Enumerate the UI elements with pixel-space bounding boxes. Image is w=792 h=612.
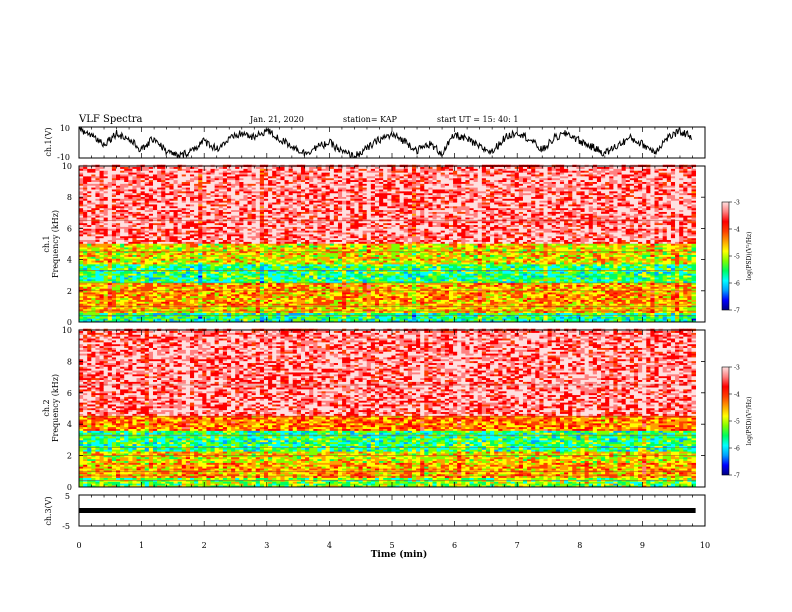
time-ticklabel: 2	[202, 541, 207, 550]
colorbar-ticklabel: -5	[734, 254, 740, 261]
figure-title: VLF Spectra	[78, 114, 143, 125]
station-label: station= KAP	[343, 115, 398, 124]
ch1-ytick-top: 10	[60, 124, 70, 133]
time-ticklabel: 4	[327, 541, 332, 550]
colorbar-ticklabel: -4	[734, 392, 740, 399]
frequency-ticklabel: 8	[67, 193, 72, 202]
ch1-spectrogram-image	[79, 165, 696, 323]
frequency-ticklabel: 8	[67, 357, 72, 366]
ch3-ylabel: ch.3(V)	[44, 496, 53, 525]
ch2-colorbar-label: log(PSD)(V²/Hz)	[746, 397, 753, 446]
time-ticklabel: 10	[700, 541, 710, 550]
frequency-ticklabel: 10	[62, 162, 72, 171]
ch2-spectrogram-image	[79, 329, 696, 488]
ch1-ylabel: ch.1(V)	[44, 127, 53, 156]
frequency-ticklabel: 0	[67, 483, 72, 492]
ch3-waveform-panel: 5 -5 ch.3(V)	[44, 492, 705, 531]
colorbar-ticklabel: -6	[734, 446, 740, 453]
time-ticklabels: 0 1 2 3 4 5 6 7 8 9 10	[76, 541, 710, 550]
colorbar-ticklabel: -6	[734, 281, 740, 288]
ch2-colorbar-ticklabels: -3 -4 -5 -6 -7	[729, 365, 740, 480]
ch2-frequency-ylabel: Frequency (kHz)	[51, 374, 60, 442]
time-ticklabel: 1	[139, 541, 144, 550]
time-axis-label: Time (min)	[371, 549, 428, 560]
time-ticklabel: 9	[640, 541, 645, 550]
ch3-signal-band	[79, 508, 696, 513]
frequency-ticklabel: 6	[67, 389, 72, 398]
ch1-waveform-panel: 10 -10 ch.1(V)	[44, 124, 705, 162]
time-ticklabel: 5	[389, 541, 394, 550]
colorbar-ticklabel: -5	[734, 419, 740, 426]
ch1-channel-label: ch.1	[42, 235, 51, 252]
ch1-ytick-bottom: -10	[57, 153, 70, 162]
frequency-ticklabel: 10	[62, 326, 72, 335]
time-ticklabel: 0	[76, 541, 81, 550]
frequency-ticklabel: 2	[67, 452, 72, 461]
colorbar-ticklabel: -3	[734, 200, 740, 207]
date-label: Jan. 21, 2020	[249, 115, 304, 124]
time-ticklabel: 6	[452, 541, 457, 550]
ch1-waveform-trace	[79, 127, 692, 159]
ch2-spectrogram-panel: 0 2 4 6 8 10 ch.2 Frequency (kHz) -3 -4 -5 -6 -7 …	[42, 326, 753, 492]
frequency-ticklabel: 2	[67, 287, 72, 296]
colorbar-ticklabel: -7	[734, 308, 740, 315]
vlf-spectra-figure: VLF Spectra Jan. 21, 2020 station= KAP s…	[0, 0, 792, 612]
time-ticklabel: 7	[515, 541, 520, 550]
time-ticklabel: 3	[264, 541, 269, 550]
colorbar-ticklabel: -7	[734, 473, 740, 480]
start-time-label: start UT = 15: 40: 1	[437, 115, 518, 124]
ch1-trace-line	[79, 127, 692, 159]
ch3-ytick-bottom: -5	[62, 522, 70, 531]
ch1-colorbar-label: log(PSD)(V²/Hz)	[746, 232, 753, 281]
ch3-ytick-top: 5	[65, 492, 70, 501]
colorbar-ticklabel: -4	[734, 227, 740, 234]
ch1-frequency-ylabel: Frequency (kHz)	[51, 210, 60, 278]
ch2-colorbar: -3 -4 -5 -6 -7 log(PSD)(V²/Hz)	[722, 365, 753, 480]
frequency-ticklabel: 4	[67, 420, 72, 429]
ch2-channel-label: ch.2	[42, 399, 51, 416]
frequency-ticklabel: 6	[67, 224, 72, 233]
frequency-ticklabel: 4	[67, 256, 72, 265]
ch1-colorbar-ticklabels: -3 -4 -5 -6 -7	[729, 200, 740, 315]
ch1-colorbar: -3 -4 -5 -6 -7 log(PSD)(V²/Hz)	[722, 200, 753, 315]
time-ticklabel: 8	[577, 541, 582, 550]
colorbar-ticklabel: -3	[734, 365, 740, 372]
